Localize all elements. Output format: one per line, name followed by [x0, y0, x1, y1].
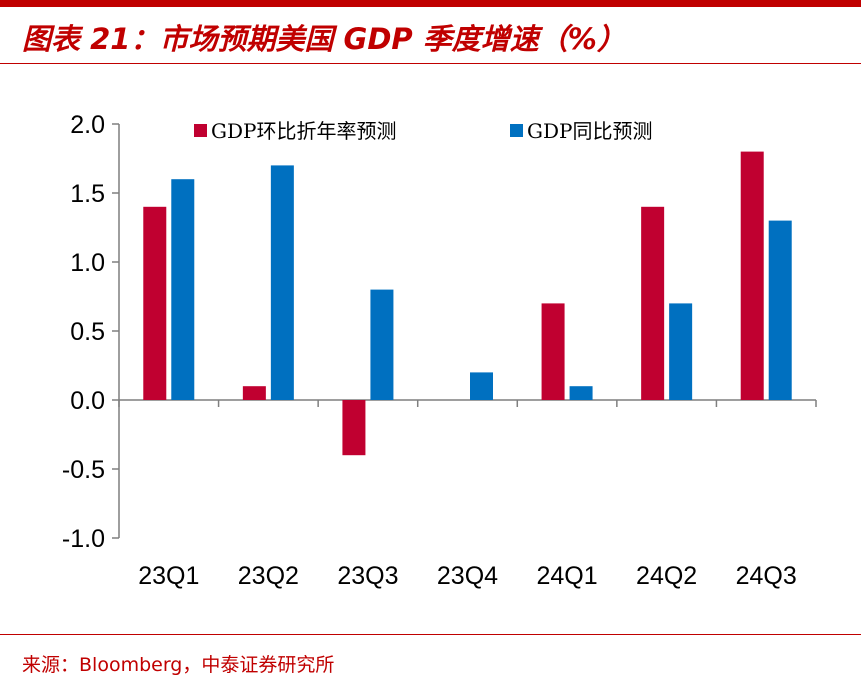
legend-label-yoy: GDP同比预测: [527, 119, 652, 143]
gdp-bar-chart: GDP环比折年率预测 GDP同比预测 2.0 1.5 1.0 0.5 0.0 -0.5 -1…: [62, 111, 817, 590]
bar-yoy: [171, 179, 195, 400]
bar-qoq-annualized: [342, 400, 366, 456]
x-category-label: 24Q1: [536, 562, 597, 590]
legend-swatch-yoy: [510, 124, 523, 137]
x-category-label: 24Q3: [736, 562, 797, 590]
x-category-label: 23Q3: [337, 562, 398, 590]
bar-yoy: [470, 372, 493, 400]
legend-label-qoq: GDP环比折年率预测: [211, 119, 396, 143]
y-tick-label: 1.0: [70, 249, 105, 277]
source-note: 来源：Bloomberg，中泰证券研究所: [22, 654, 335, 676]
bar-qoq-annualized: [541, 303, 565, 400]
chart-bars: [143, 151, 792, 456]
bar-qoq-annualized: [143, 206, 167, 400]
bar-yoy: [768, 220, 792, 400]
chart-axes: [112, 123, 817, 539]
y-tick-label: 2.0: [70, 111, 105, 139]
x-category-label: 23Q2: [238, 562, 299, 590]
bar-qoq-annualized: [242, 386, 266, 400]
chart-labels: 2.0 1.5 1.0 0.5 0.0 -0.5 -1.0 23Q1 23Q2 23Q3 23Q4 2…: [62, 111, 797, 590]
bar-yoy: [270, 165, 294, 400]
bar-yoy: [669, 303, 693, 400]
bar-qoq-annualized: [641, 206, 665, 400]
x-category-label: 24Q2: [636, 562, 697, 590]
y-tick-label: 0.5: [70, 318, 105, 346]
top-accent-rule: [0, 0, 861, 7]
x-category-label: 23Q1: [138, 562, 199, 590]
y-tick-label: 0.0: [70, 387, 105, 415]
source-divider: [0, 634, 861, 635]
y-tick-label: -1.0: [62, 525, 105, 553]
chart-legend: GDP环比折年率预测 GDP同比预测: [194, 119, 652, 143]
y-tick-label: 1.5: [70, 180, 105, 208]
legend-swatch-qoq: [194, 124, 207, 137]
title-divider: [0, 63, 861, 64]
bar-yoy: [370, 289, 394, 400]
figure-title: 图表 21：市场预期美国 GDP 季度增速（%）: [22, 22, 626, 56]
bar-qoq-annualized: [740, 151, 764, 400]
y-tick-label: -0.5: [62, 456, 105, 484]
bar-yoy: [569, 386, 593, 400]
x-category-label: 23Q4: [437, 562, 498, 590]
